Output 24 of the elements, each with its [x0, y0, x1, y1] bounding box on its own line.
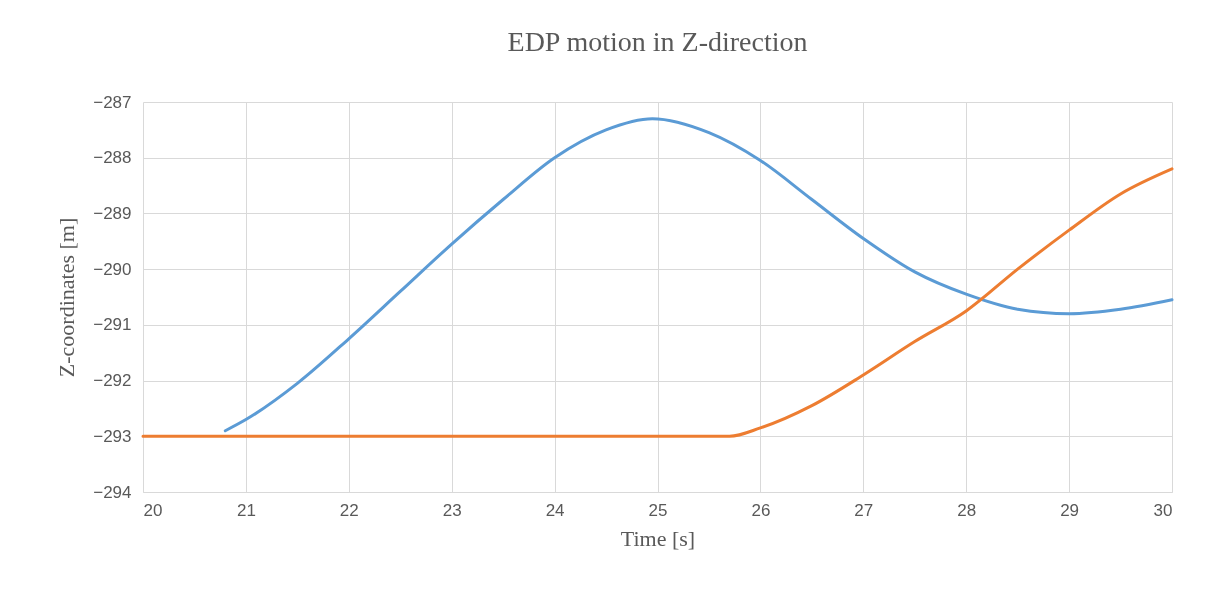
y-tick-label: −288 [93, 148, 132, 168]
chart-title: EDP motion in Z-direction [507, 26, 808, 57]
x-tick-label: 20 [143, 500, 163, 520]
x-tick-label: 22 [339, 500, 359, 520]
y-tick-label: −293 [93, 426, 132, 446]
y-tick-label: −292 [93, 371, 132, 391]
y-tick-label: −294 [93, 482, 132, 502]
x-tick-label: 21 [236, 500, 256, 520]
x-tick-label: 24 [545, 500, 565, 520]
y-tick-label: −290 [93, 259, 132, 279]
y-tick-label: −287 [93, 92, 132, 112]
x-tick-label: 23 [442, 500, 462, 520]
y-tick-label: −291 [93, 315, 132, 335]
line-series [141, 167, 1174, 438]
x-tick-label: 26 [751, 500, 771, 520]
y-axis-title: Z-coordinates [m] [54, 217, 80, 378]
x-tick-label: 29 [1060, 500, 1080, 520]
x-tick-label: 30 [1153, 500, 1173, 520]
line-series [223, 117, 1174, 433]
x-axis-title: Time [s] [620, 525, 696, 551]
x-tick-label: 27 [854, 500, 874, 520]
y-tick-label: −289 [93, 203, 132, 223]
x-tick-label: 28 [957, 500, 977, 520]
x-tick-label: 25 [648, 500, 668, 520]
